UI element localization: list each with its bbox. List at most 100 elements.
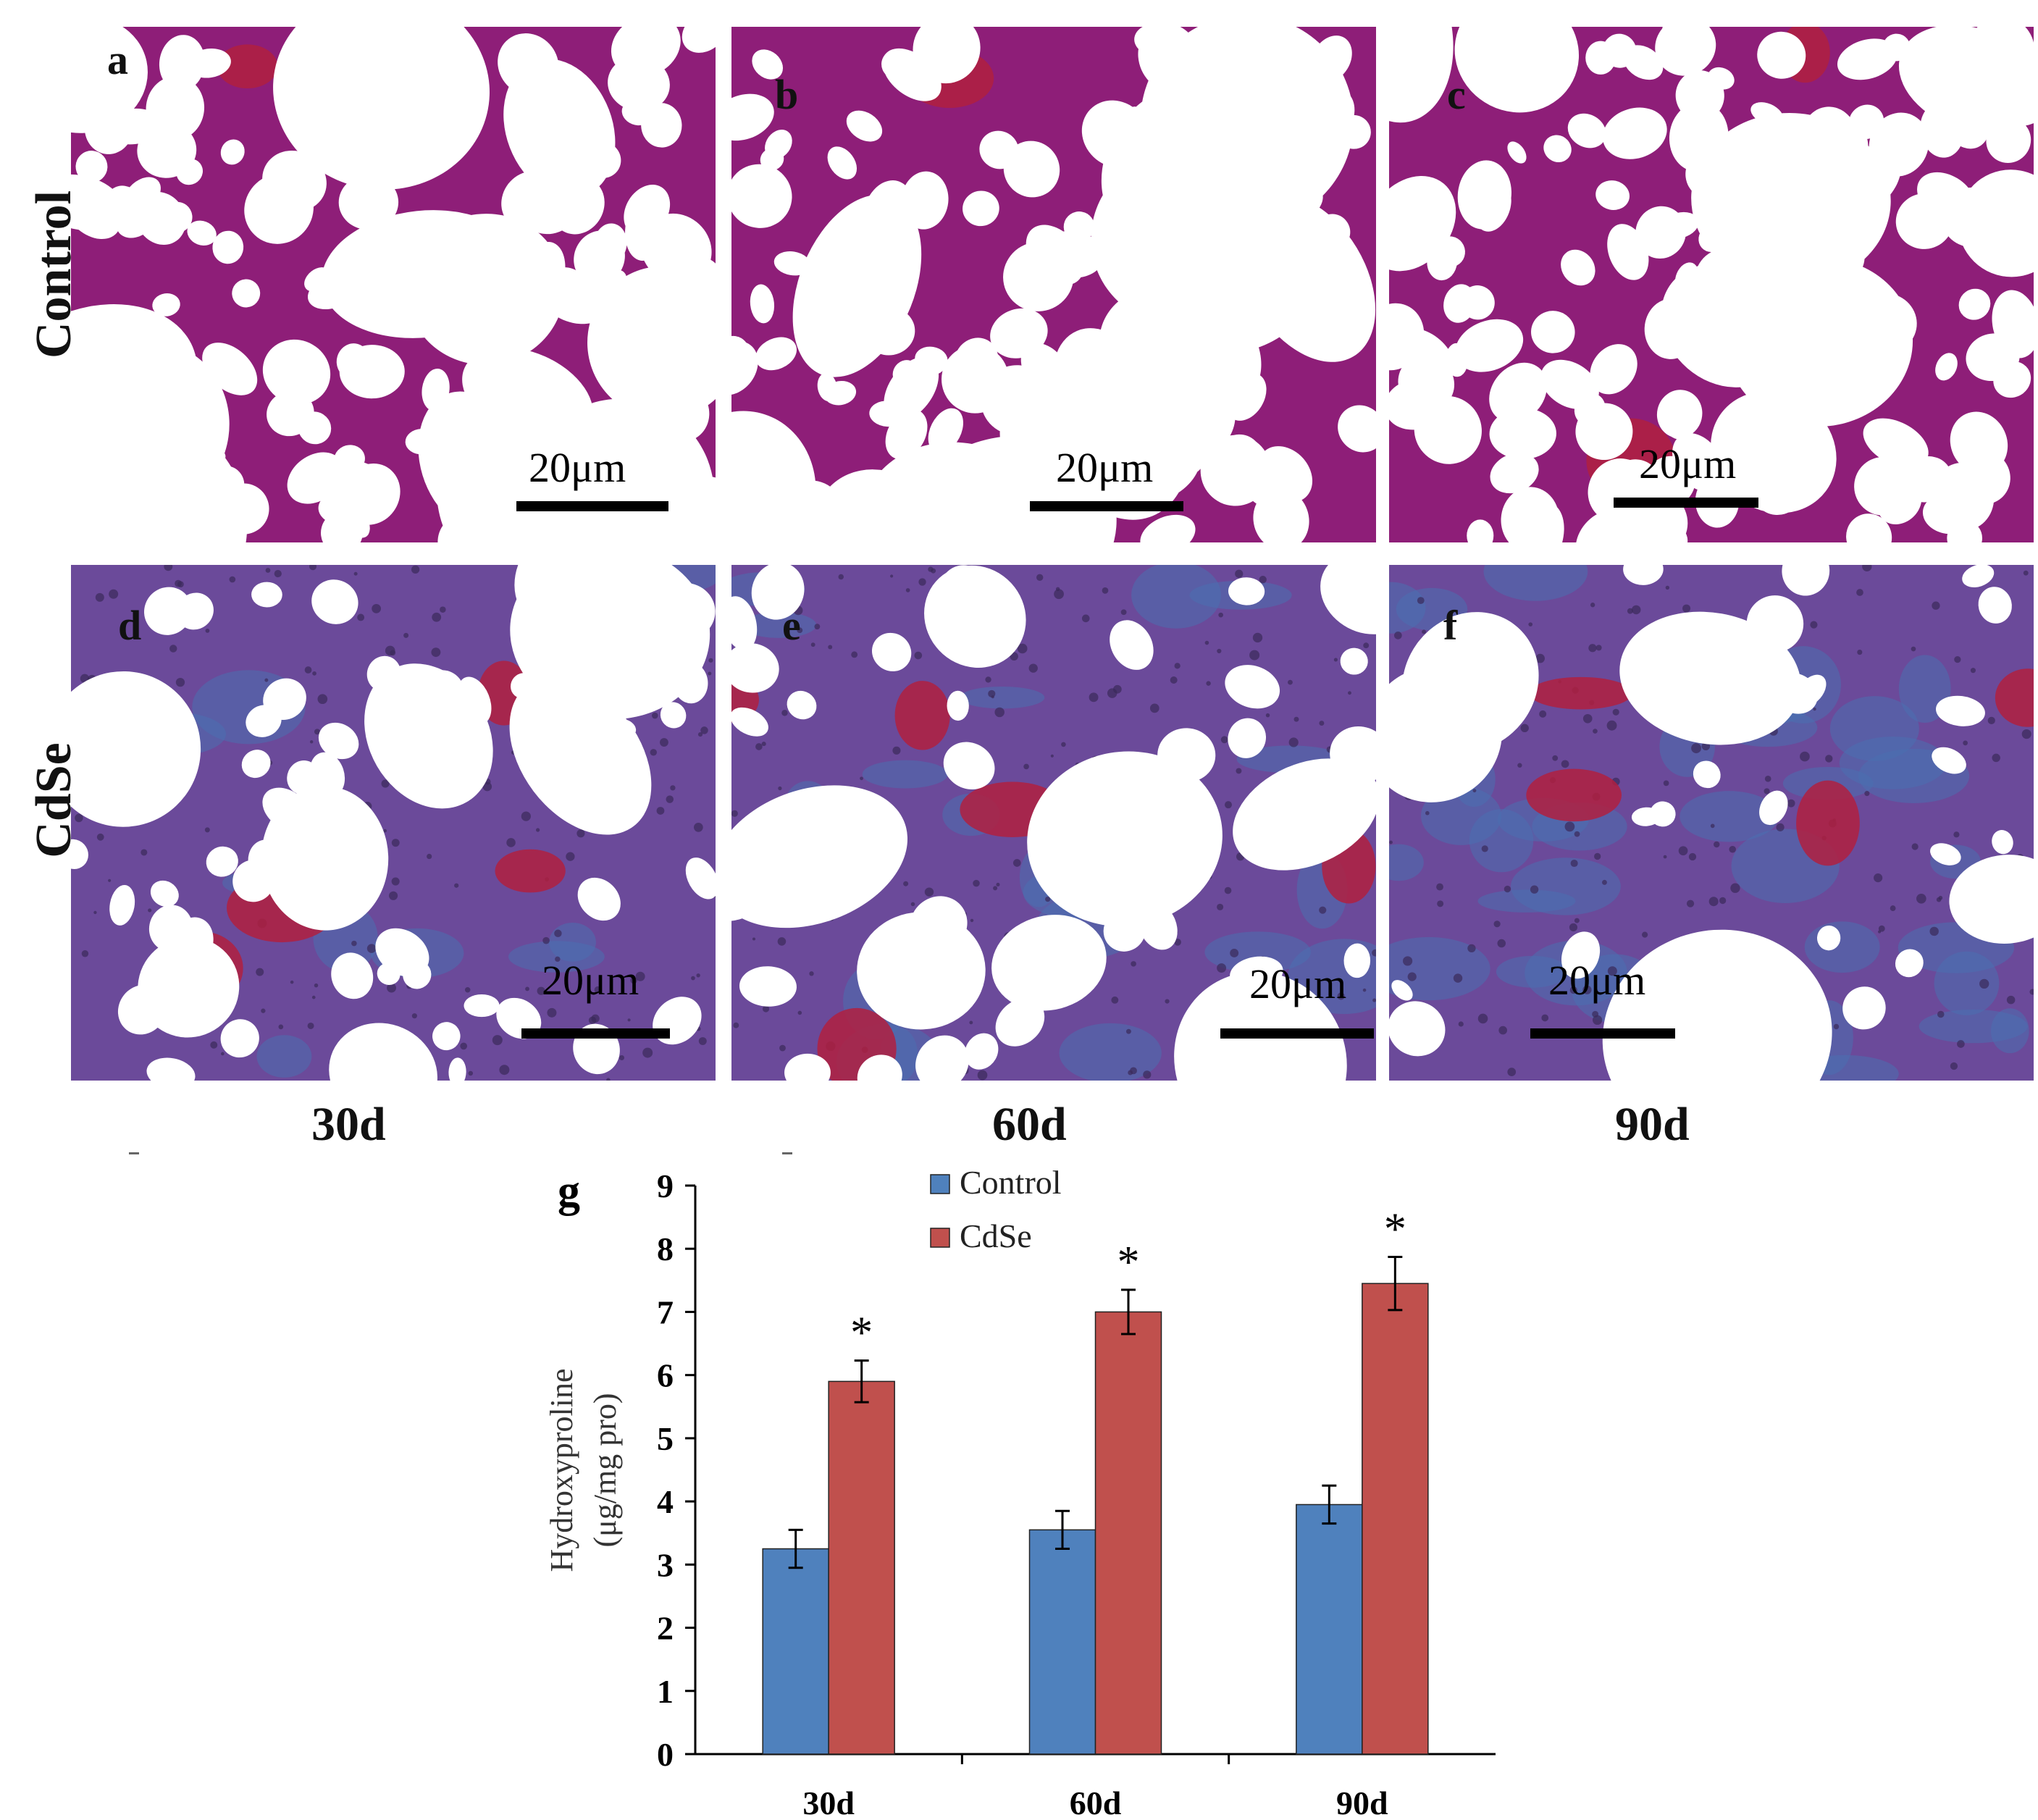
alveolus (813, 469, 949, 542)
alveolus (1454, 27, 1580, 113)
alveolus (1895, 949, 1924, 978)
alveolus (1585, 41, 1616, 75)
alveolus (176, 159, 203, 185)
cell-nucleus (1143, 1070, 1152, 1079)
alveolus (1140, 514, 1196, 542)
cell-nucleus (1686, 899, 1695, 907)
fibrosis-region (1934, 951, 2000, 1015)
alveolus (682, 27, 716, 53)
cell-nucleus (814, 624, 821, 630)
cell-nucleus (1582, 985, 1592, 994)
cell-nucleus (314, 983, 319, 988)
cell-nucleus (1665, 585, 1670, 590)
micrograph-panel-b: b 20μm (731, 27, 1376, 542)
alveolus (1684, 282, 1722, 340)
alveolus (159, 35, 205, 91)
cell-nucleus (1911, 843, 1919, 850)
cell-nucleus (1569, 986, 1577, 994)
cell-nucleus (274, 569, 282, 578)
alveolus (1978, 587, 2012, 624)
cell-nucleus (1688, 852, 1697, 861)
y-tick-label: 4 (657, 1483, 674, 1520)
cell-nucleus (75, 813, 83, 823)
alveolus (1137, 901, 1178, 950)
alveolus (1930, 843, 1961, 865)
cell-nucleus (708, 658, 713, 663)
cell-nucleus (1288, 737, 1299, 747)
cell-nucleus (1710, 823, 1715, 829)
alveolus (71, 186, 121, 240)
alveolus (1602, 929, 1832, 1081)
cell-nucleus (1979, 978, 1989, 989)
alveolus (1962, 565, 1995, 588)
alveolus (106, 185, 139, 215)
cell-nucleus (492, 1035, 503, 1046)
fibrosis-region (960, 686, 1045, 709)
alveolus (1286, 230, 1343, 290)
cell-nucleus (1864, 791, 1870, 797)
cell-nucleus (1878, 925, 1885, 932)
alveolus (830, 215, 856, 242)
alveolus (1018, 516, 1049, 542)
cell-nucleus (1174, 939, 1181, 946)
significance-star: * (1384, 1205, 1406, 1254)
cell-nucleus (860, 776, 863, 781)
cell-nucleus (304, 666, 312, 674)
fibrosis-region (862, 760, 948, 789)
alveolus (1846, 513, 1892, 542)
cell-nucleus (460, 1042, 468, 1050)
alveolus (624, 605, 660, 632)
alveolus (1241, 200, 1267, 222)
cell-nucleus (931, 568, 936, 574)
cell-nucleus (440, 606, 446, 613)
cell-nucleus (698, 1037, 707, 1046)
cell-nucleus (1372, 949, 1376, 957)
alveolus (1343, 943, 1371, 978)
alveolus (251, 582, 282, 608)
alveolus (943, 742, 995, 789)
cell-nucleus (1467, 944, 1476, 953)
blood-vessel (495, 849, 566, 893)
alveolus (1842, 986, 1886, 1030)
cell-nucleus (691, 976, 695, 981)
cell-nucleus (1230, 949, 1239, 957)
alveolus (1228, 718, 1267, 758)
alveolus (1069, 771, 1117, 821)
cell-nucleus (1963, 740, 1968, 746)
cell-nucleus (1987, 716, 1995, 725)
cell-nucleus (1120, 609, 1127, 616)
alveolus (309, 752, 345, 797)
cell-nucleus (1517, 763, 1522, 768)
cell-nucleus (309, 740, 314, 744)
alveolus (144, 587, 192, 635)
cell-nucleus (1607, 966, 1617, 976)
alveolus (75, 151, 108, 183)
cell-nucleus (1857, 650, 1863, 655)
alveolus (261, 786, 389, 931)
alveolus (457, 676, 492, 725)
cell-nucleus (1407, 972, 1417, 981)
y-tick-label: 9 (657, 1167, 674, 1204)
cell-nucleus (1236, 768, 1242, 774)
cell-nucleus (828, 645, 833, 650)
cell-nucleus (892, 746, 901, 755)
cell-nucleus (1929, 926, 1939, 936)
fibrosis-region (1389, 844, 1424, 881)
cell-nucleus (1498, 1026, 1507, 1035)
scale-bar-label: 20μm (1548, 957, 1646, 1004)
cell-nucleus (973, 879, 980, 887)
alveolus (196, 448, 226, 469)
cell-nucleus (924, 887, 934, 897)
cell-nucleus (265, 568, 271, 573)
cell-nucleus (1372, 998, 1376, 1002)
cell-nucleus (169, 645, 177, 653)
alveolus (509, 676, 652, 835)
alveolus (1595, 180, 1630, 210)
alveolus (1708, 67, 1735, 90)
alveolus (1467, 519, 1494, 542)
divider-mark (782, 1152, 792, 1154)
alveolus (1230, 956, 1283, 990)
alveolus (1735, 1060, 1771, 1081)
cell-nucleus (1252, 632, 1263, 643)
cell-nucleus (1890, 905, 1896, 911)
